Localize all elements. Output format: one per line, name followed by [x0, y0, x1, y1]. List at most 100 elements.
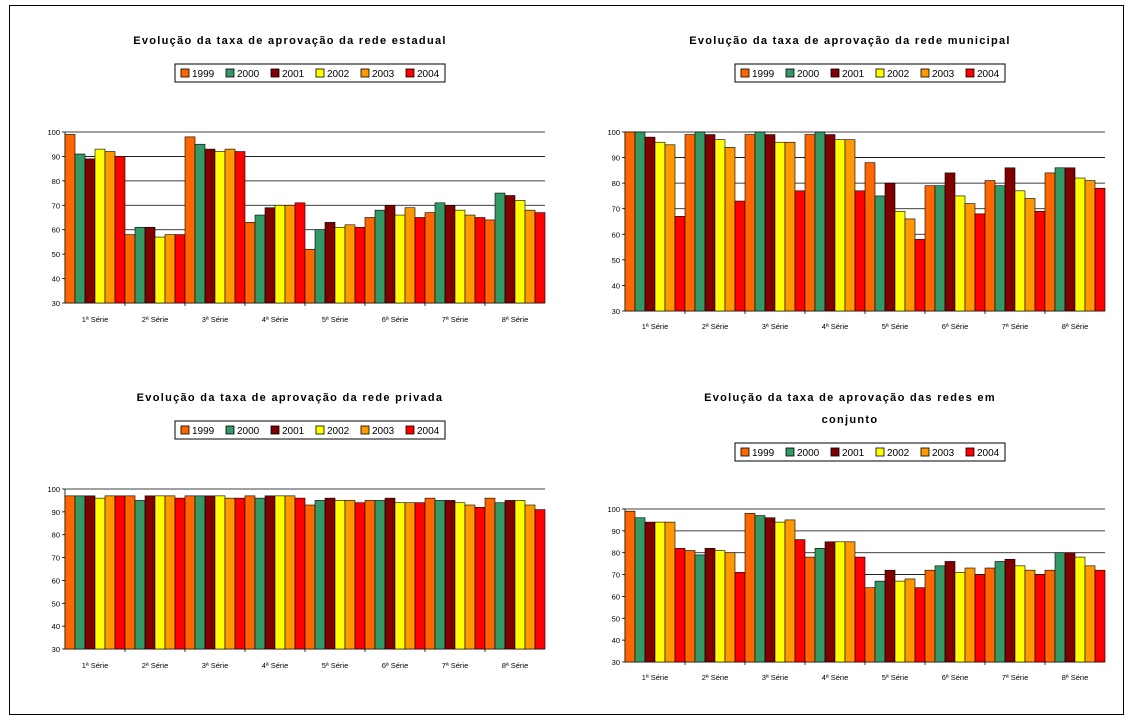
bar-2003-cat7 — [1024, 569, 1036, 663]
bar-1999-cat4 — [804, 556, 816, 663]
x-tick-label: 2ª Série — [142, 661, 169, 670]
bar-2001-cat2 — [144, 226, 156, 304]
bar-2000-cat2 — [134, 226, 146, 304]
bar-2001-cat7 — [1004, 167, 1016, 312]
bar-2000-cat8 — [494, 502, 506, 650]
bar-1999-cat7 — [424, 497, 436, 650]
bar-2004-cat8 — [534, 212, 546, 304]
bar-1999-cat8 — [484, 219, 496, 304]
y-tick-label: 70 — [52, 554, 60, 563]
bar-2004-cat1 — [674, 548, 686, 663]
bar-2001-cat7 — [444, 204, 456, 304]
bar-2000-cat1 — [74, 495, 86, 650]
legend-swatch-1999 — [180, 425, 190, 435]
bar-1999-cat7 — [984, 567, 996, 663]
bar-2002-cat8 — [514, 500, 526, 650]
bar-2002-cat7 — [1014, 190, 1026, 312]
x-tick-label: 7ª Série — [1002, 673, 1029, 682]
legend-label-2004: 2004 — [417, 426, 440, 437]
legend-swatch-2003 — [360, 68, 370, 78]
legend-label-2000: 2000 — [237, 69, 260, 80]
report-frame: Evolução da taxa de aprovação da rede es… — [9, 5, 1124, 715]
y-tick-label: 60 — [52, 576, 60, 585]
bar-2001-cat1 — [84, 495, 96, 650]
bar-2001-cat6 — [384, 497, 396, 650]
bar-2003-cat4 — [284, 495, 296, 650]
bar-2000-cat2 — [694, 131, 706, 312]
legend-swatch-2001 — [270, 425, 280, 435]
legend-label-2002: 2002 — [887, 69, 910, 80]
bar-1999-cat1 — [64, 134, 76, 304]
bar-2004-cat6 — [974, 574, 986, 663]
bar-2002-cat5 — [334, 500, 346, 650]
bar-2001-cat1 — [84, 158, 96, 304]
legend-swatch-2003 — [360, 425, 370, 435]
bar-2001-cat8 — [504, 195, 516, 304]
legend-swatch-2002 — [875, 447, 885, 457]
legend-swatch-2002 — [315, 68, 325, 78]
legend-label-1999: 1999 — [192, 69, 215, 80]
legend-box — [734, 63, 1006, 83]
bar-2003-cat6 — [404, 207, 416, 304]
bar-1999-cat3 — [184, 495, 196, 650]
legend-label-2004: 2004 — [977, 448, 1000, 459]
bar-2000-cat6 — [934, 565, 946, 663]
bar-1999-cat2 — [684, 550, 696, 663]
bar-2001-cat2 — [704, 548, 716, 663]
bar-2003-cat4 — [844, 541, 856, 663]
bar-1999-cat2 — [124, 495, 136, 650]
legend-swatch-2004 — [965, 68, 975, 78]
bar-2004-cat1 — [114, 495, 126, 650]
bar-2003-cat5 — [344, 224, 356, 304]
legend-label-1999: 1999 — [752, 448, 775, 459]
legend-swatch-2004 — [965, 447, 975, 457]
x-tick-label: 5ª Série — [322, 661, 349, 670]
x-tick-label: 5ª Série — [882, 673, 909, 682]
bar-2001-cat6 — [384, 204, 396, 304]
bar-2000-cat8 — [1054, 552, 1066, 663]
bar-2003-cat2 — [164, 495, 176, 650]
bar-1999-cat6 — [364, 217, 376, 304]
legend-label-2002: 2002 — [327, 426, 350, 437]
bar-2000-cat1 — [74, 153, 86, 304]
bar-2003-cat5 — [904, 578, 916, 663]
x-tick-label: 6ª Série — [382, 661, 409, 670]
bar-2004-cat5 — [354, 226, 366, 304]
bar-1999-cat4 — [244, 222, 256, 304]
bar-2003-cat8 — [524, 209, 536, 304]
bar-2003-cat1 — [104, 151, 116, 304]
bar-2001-cat5 — [884, 182, 896, 312]
bar-2000-cat4 — [254, 214, 266, 304]
bar-2002-cat4 — [834, 541, 846, 663]
bar-2000-cat7 — [994, 185, 1006, 312]
legend-label-2003: 2003 — [372, 426, 395, 437]
bar-1999-cat3 — [744, 134, 756, 312]
bar-2000-cat6 — [374, 500, 386, 650]
bar-2002-cat7 — [1014, 565, 1026, 663]
bar-1999-cat7 — [424, 212, 436, 304]
bar-2002-cat5 — [894, 580, 906, 663]
y-tick-label: 100 — [47, 485, 60, 494]
bar-2001-cat4 — [824, 541, 836, 663]
y-tick-label: 50 — [612, 614, 620, 623]
x-tick-label: 4ª Série — [822, 322, 849, 331]
x-tick-label: 6ª Série — [382, 315, 409, 324]
legend-label-2004: 2004 — [417, 69, 440, 80]
chart-svg: Evolução da taxa de aprovação da rede mu… — [607, 35, 1106, 331]
y-tick-label: 50 — [52, 250, 60, 259]
bar-2002-cat3 — [214, 151, 226, 304]
bar-1999-cat1 — [624, 510, 636, 663]
y-tick-label: 70 — [612, 571, 620, 580]
legend-label-2003: 2003 — [932, 448, 955, 459]
y-tick-label: 30 — [612, 307, 620, 316]
bar-2002-cat1 — [654, 141, 666, 312]
bar-2004-cat4 — [294, 202, 306, 304]
bar-2004-cat3 — [234, 497, 246, 650]
bar-2004-cat4 — [854, 190, 866, 312]
bar-2000-cat2 — [694, 554, 706, 663]
bar-2001-cat2 — [144, 495, 156, 650]
bar-2000-cat3 — [194, 143, 206, 304]
legend-label-2000: 2000 — [797, 69, 820, 80]
x-tick-label: 4ª Série — [262, 661, 289, 670]
legend-swatch-2000 — [785, 68, 795, 78]
